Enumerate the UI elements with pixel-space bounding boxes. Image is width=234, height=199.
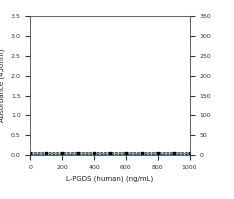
Y-axis label: Absorbance (450nm): Absorbance (450nm) <box>0 49 5 122</box>
X-axis label: L-PGDS (human) (ng/mL): L-PGDS (human) (ng/mL) <box>66 176 154 182</box>
